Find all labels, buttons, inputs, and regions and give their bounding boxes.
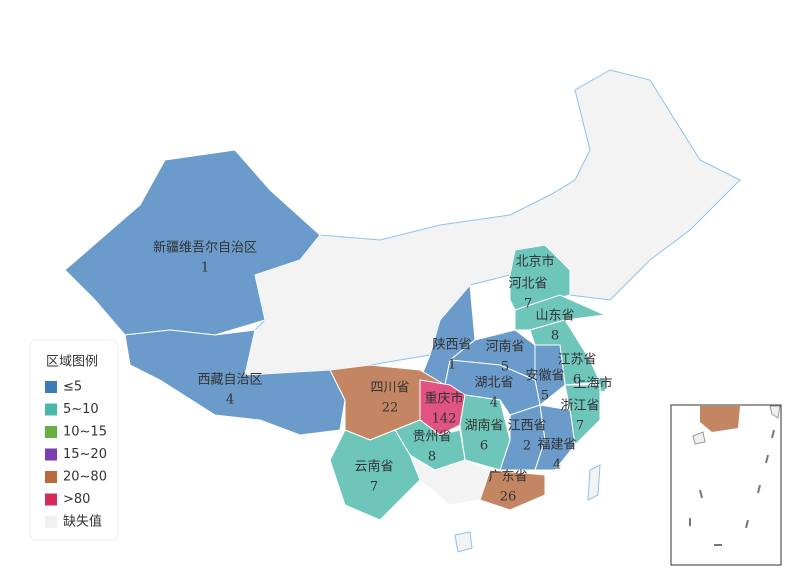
province-name: 西藏自治区 [197,373,262,388]
legend-label: 20~80 [63,470,107,485]
legend-swatch [45,448,57,461]
province-name: 四川省 [370,381,409,396]
province-value: 7 [370,480,378,495]
province-name: 广东省 [488,470,527,485]
province [394,419,466,471]
province-value: 2 [523,439,531,454]
province [479,469,546,511]
province-name: 陕西省 [432,338,471,353]
south-china-sea-inset [670,404,782,566]
province-name: 河北省 [508,277,547,292]
missing-region [454,531,473,553]
province-name: 江西省 [507,419,546,434]
province-name: 湖南省 [464,418,503,434]
province-value: 5 [501,360,509,375]
province-value: 8 [551,329,559,344]
legend-swatch [45,426,57,438]
province-value: 7 [576,419,584,434]
province-value: 4 [490,396,498,411]
province-name: 云南省 [354,459,393,475]
province-value: 8 [428,450,436,465]
province-name: 贵州省 [412,430,451,445]
legend-swatch [45,381,57,393]
legend-label: >80 [63,492,90,507]
legend-box [29,339,119,541]
province-value: 7 [524,297,532,312]
legend-label: 5~10 [63,402,99,417]
province-value: 4 [226,393,234,408]
province-value: 1 [448,358,456,373]
province-name: 浙江省 [560,399,599,414]
missing-region [587,464,601,501]
missing-region [244,69,741,376]
province [509,244,571,311]
legend-swatch [45,493,57,506]
province-name: 重庆市 [424,391,463,407]
province [124,329,346,436]
province-value: 26 [500,490,517,505]
province [534,404,576,471]
map [64,69,741,553]
legend-label: 缺失值 [63,514,102,530]
legend-title: 区域图例 [46,355,98,370]
province-name: 安徽省 [525,369,564,384]
province [564,384,601,447]
province-value: 4 [553,458,561,473]
legend-swatch [45,403,57,416]
province-name: 河南省 [485,339,524,355]
legend-label: 10~15 [63,425,107,440]
province-value: 1 [201,261,209,276]
province-name: 上海市 [573,376,612,392]
province-value: 5 [541,389,549,404]
province [534,344,566,406]
province-value: 142 [432,412,457,427]
legend-label: 15~20 [63,447,107,462]
province-value: 22 [382,401,399,416]
legend-swatch [45,516,57,528]
province-name: 北京市 [515,254,554,270]
legend-label: ≤5 [63,380,82,395]
province [329,429,421,521]
legend-swatch [45,471,57,483]
province-name: 山东省 [535,309,574,324]
province-value: 6 [480,439,488,454]
province-name: 福建省 [537,438,576,453]
province-name: 江苏省 [557,352,596,368]
province-name: 新疆维吾尔自治区 [153,240,257,256]
province-value: 6 [573,373,581,388]
province-name: 湖北省 [474,376,513,391]
